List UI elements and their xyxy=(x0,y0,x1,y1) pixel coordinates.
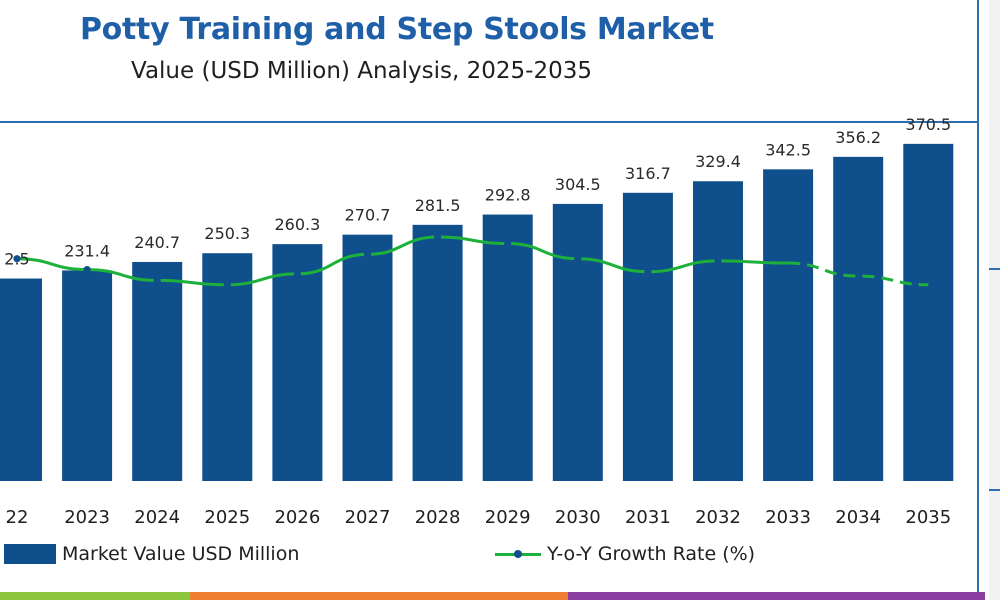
bar-value-label: 329.4 xyxy=(695,152,741,171)
data-labels-layer: 2.5 231.4 240.7 250.3 260.3 270.7 281.5 292.8 30… xyxy=(4,115,951,269)
growth-point xyxy=(504,239,512,248)
x-tick-label: 2027 xyxy=(345,507,391,528)
growth-point xyxy=(434,233,442,241)
chart-subtitle: Value (USD Million) Analysis, 2025-2035 xyxy=(131,58,592,84)
bar-value-label: 356.2 xyxy=(835,128,881,147)
bar-value-label: 370.5 xyxy=(905,115,951,134)
legend-line-swatch xyxy=(495,550,541,558)
bar-2034 xyxy=(833,156,884,481)
bar-value-label: 250.3 xyxy=(204,224,250,243)
bar-value-label: 231.4 xyxy=(64,241,110,260)
x-tick-label: 2023 xyxy=(64,507,110,528)
growth-point xyxy=(363,250,372,258)
x-tick-label: 2034 xyxy=(835,507,881,528)
bottom-accent-bar xyxy=(0,592,985,600)
accent-segment-green xyxy=(0,592,190,600)
x-axis-labels: 22 2023 2024 2025 2026 2027 2028 2029 2030 2031 20… xyxy=(6,507,952,528)
x-tick-label: 2025 xyxy=(204,507,250,528)
bar-2031 xyxy=(622,192,673,482)
growth-point xyxy=(83,265,91,274)
x-tick-label: 22 xyxy=(6,507,29,528)
header-divider xyxy=(0,121,985,123)
right-panel-mark xyxy=(989,268,1000,270)
bar-value-label: 2.5 xyxy=(4,250,29,269)
growth-point xyxy=(574,255,582,263)
legend-line-label: Y-o-Y Growth Rate (%) xyxy=(547,543,756,565)
bar-value-label: 260.3 xyxy=(274,215,320,234)
growth-point xyxy=(714,257,722,265)
legend-bar-entry: Market Value USD Million xyxy=(4,543,299,565)
growth-line-layer xyxy=(13,233,929,289)
x-tick-label: 2028 xyxy=(415,507,461,528)
legend-line-marker xyxy=(514,550,522,558)
bar-value-label: 316.7 xyxy=(625,164,671,183)
x-tick-label: 2031 xyxy=(625,507,671,528)
bar-2025 xyxy=(202,253,253,481)
x-tick-label: 2033 xyxy=(765,507,811,528)
growth-point xyxy=(644,268,652,276)
accent-segment-orange xyxy=(190,592,568,600)
bar-value-label: 292.8 xyxy=(485,186,531,205)
bar-2026 xyxy=(272,244,323,481)
x-tick-label: 2029 xyxy=(485,507,531,528)
x-tick-label: 2030 xyxy=(555,507,601,528)
bar-2030 xyxy=(552,203,603,481)
legend-bar-label: Market Value USD Million xyxy=(62,543,300,565)
bars-layer xyxy=(0,143,954,482)
legend-line-entry: Y-o-Y Growth Rate (%) xyxy=(495,543,755,565)
bar-2033 xyxy=(763,169,814,481)
bar-2032 xyxy=(693,181,743,481)
growth-point xyxy=(223,281,231,289)
x-tick-label: 2024 xyxy=(134,507,180,528)
right-panel-mark xyxy=(989,489,1000,491)
bar-value-label: 281.5 xyxy=(415,196,461,215)
bar-2023 xyxy=(62,270,113,481)
growth-line-forecast xyxy=(788,261,929,287)
right-panel-strip xyxy=(989,0,1000,600)
right-panel-border xyxy=(977,0,989,600)
bar-2024 xyxy=(132,261,183,481)
bar-value-label: 304.5 xyxy=(555,175,601,194)
legend-bar-swatch xyxy=(4,544,56,564)
bar-2027 xyxy=(342,234,393,481)
bar-2029 xyxy=(482,214,533,481)
growth-point xyxy=(13,255,21,263)
accent-segment-purple xyxy=(568,592,985,600)
bar-value-label: 342.5 xyxy=(765,140,811,159)
chart-title: Potty Training and Step Stools Market xyxy=(80,12,714,47)
bar-2028 xyxy=(412,224,463,481)
growth-point xyxy=(293,270,301,278)
bar-value-label: 240.7 xyxy=(134,233,180,252)
bar-value-label: 270.7 xyxy=(345,206,391,225)
growth-point xyxy=(153,276,161,285)
x-tick-label: 2035 xyxy=(905,507,951,528)
bar-2035 xyxy=(903,143,954,481)
x-tick-label: 2026 xyxy=(274,507,320,528)
x-tick-label: 2032 xyxy=(695,507,741,528)
bar-2022 xyxy=(0,278,42,481)
